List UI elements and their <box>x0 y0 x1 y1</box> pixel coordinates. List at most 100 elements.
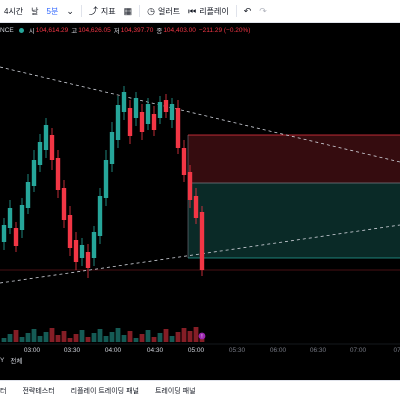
volume-bar <box>151 337 157 342</box>
price-chart[interactable]: 03:00 03:30 04:00 04:30 05:00 05:30 06:00 06:30… <box>0 36 400 380</box>
interval-1d-button[interactable]: 날 <box>31 6 39 16</box>
volume-bar <box>109 332 115 342</box>
volume-bar <box>55 335 61 342</box>
volume-bar <box>13 330 19 342</box>
range-bar: Y 전체 <box>0 355 400 366</box>
volume-bar <box>139 334 145 342</box>
time-axis-label: 06:30 <box>310 347 327 354</box>
volume-bar <box>79 330 85 342</box>
candle-body <box>181 148 187 175</box>
interval-dropdown-chevron-icon[interactable]: ⌄ <box>66 5 74 16</box>
volume-bar <box>115 328 121 342</box>
tab-trading-panel[interactable]: 트레이딩 패널 <box>154 388 196 395</box>
indicator-chart-icon: ⤴ <box>88 5 98 16</box>
candle-body <box>91 232 97 258</box>
time-axis-label: 03:00 <box>24 347 41 354</box>
volume-bar <box>187 331 193 342</box>
time-axis-label: 06:00 <box>270 347 287 354</box>
volume-bar <box>31 329 37 342</box>
candle-body <box>19 205 25 230</box>
high-label: 고 <box>71 28 78 35</box>
indicators-label: 지표 <box>100 6 116 16</box>
indicators-button[interactable]: ⤴ 지표 <box>85 0 120 22</box>
time-axis-label: 05:30 <box>229 347 246 354</box>
undo-icon[interactable]: ↶ <box>243 5 252 16</box>
candle-body <box>109 132 115 164</box>
volume-bar <box>7 334 13 342</box>
symbol-name[interactable]: NCE <box>0 26 14 34</box>
candle-body <box>61 188 67 220</box>
range-tail-button[interactable]: Y <box>0 356 5 364</box>
toolbar-divider <box>80 5 82 17</box>
candle-body <box>85 252 91 268</box>
candle-body <box>187 172 193 200</box>
volume-bar <box>67 338 73 342</box>
candle-body <box>121 92 127 112</box>
candle-body <box>1 225 7 242</box>
candle-body <box>49 135 55 160</box>
top-toolbar: 4시간 날 5분 ⌄ ⤴ 지표 ▦ ◷ 얼러트 ⏮ 리플레이 ↶ ↷ <box>0 0 400 23</box>
time-axis-label: 04:00 <box>105 347 122 354</box>
close-label: 종 <box>156 28 163 35</box>
ascending-trend-line[interactable] <box>0 224 400 284</box>
candle-body <box>73 240 79 262</box>
volume-bar <box>145 330 151 342</box>
time-axis-label: 03:30 <box>64 347 81 354</box>
interval-4h-button[interactable]: 4시간 <box>4 6 24 16</box>
volume-bar <box>157 333 163 342</box>
symbol-info-bar: NCE 시 104,614.29 고 104,626.05 저 104,397.… <box>0 24 253 36</box>
candle-body <box>163 100 169 112</box>
change-value: −211.29 (−0.20%) <box>198 26 251 34</box>
high-value: 104,626.05 <box>78 26 111 34</box>
low-value: 104,397.70 <box>120 26 154 34</box>
volume-bar <box>193 327 199 342</box>
redo-icon[interactable]: ↷ <box>259 5 267 16</box>
time-axis-label: 04:30 <box>147 347 164 354</box>
volume-bar <box>181 328 187 342</box>
candle-body <box>67 215 73 248</box>
low-label: 저 <box>113 28 120 35</box>
volume-bar <box>133 338 139 342</box>
candle-body <box>79 245 85 258</box>
tab-screener[interactable]: 터 <box>0 388 7 395</box>
volume-bar <box>19 337 25 342</box>
candle-body <box>103 160 109 198</box>
volume-bar <box>121 335 127 342</box>
replay-rewind-icon: ⏮ <box>188 5 197 16</box>
range-all-button[interactable]: 전체 <box>10 358 23 365</box>
candle-body <box>31 160 37 186</box>
candle-body <box>151 114 157 130</box>
candle-body <box>199 212 205 270</box>
candle-body <box>55 158 61 190</box>
open-value: 104,614.29 <box>35 26 69 34</box>
interval-5m-button[interactable]: 5분 <box>46 6 59 16</box>
bottom-panel-tabs: 터 전략테스터 리플레이 트레이딩 패널 트레이딩 패널 <box>0 380 400 401</box>
svg-text:!: ! <box>201 334 202 340</box>
candle-body <box>37 142 43 165</box>
candle-body <box>169 104 175 120</box>
candle-body <box>145 104 151 124</box>
replay-button[interactable]: ⏮ 리플레이 <box>184 0 233 22</box>
candle-body <box>127 108 133 136</box>
volume-series <box>1 327 205 342</box>
alert-marker[interactable]: ! <box>198 332 206 340</box>
alerts-button[interactable]: ◷ 얼러트 <box>143 0 184 22</box>
time-axis: 03:00 03:30 04:00 04:30 05:00 05:30 06:00 06:30… <box>24 347 400 354</box>
volume-bar <box>127 331 133 342</box>
descending-trend-line[interactable] <box>0 66 400 163</box>
toolbar-divider <box>139 5 141 17</box>
candle-body <box>25 182 31 208</box>
alarm-clock-icon: ◷ <box>147 5 156 16</box>
templates-grid-icon[interactable]: ▦ <box>123 5 133 16</box>
tab-replay-trading-panel[interactable]: 리플레이 트레이딩 패널 <box>70 388 139 395</box>
volume-bar <box>49 328 55 342</box>
volume-bar <box>169 336 175 342</box>
candle-body <box>115 105 121 140</box>
candle-body <box>43 125 49 150</box>
volume-bar <box>1 338 7 342</box>
short-position-stop-zone[interactable] <box>188 135 400 183</box>
candle-body <box>97 196 103 236</box>
volume-bar <box>37 336 43 342</box>
tab-strategy-tester[interactable]: 전략테스터 <box>22 388 55 395</box>
short-position-target-zone[interactable] <box>188 183 400 258</box>
